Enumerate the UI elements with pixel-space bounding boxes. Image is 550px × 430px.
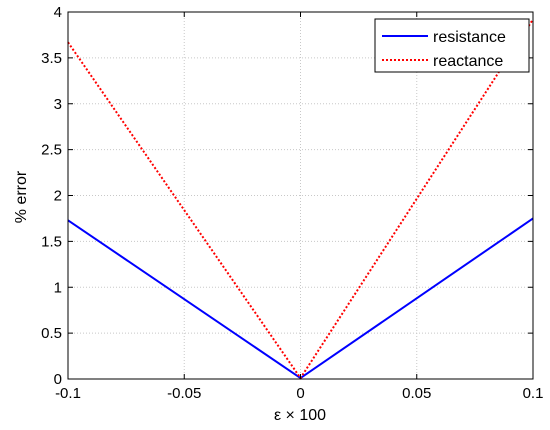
- x-tick-label: 0.1: [523, 385, 544, 402]
- y-tick-label: 0: [54, 371, 62, 388]
- x-axis-label: ε × 100: [274, 407, 326, 424]
- y-tick-label: 3.5: [41, 50, 62, 67]
- x-tick-label: 0: [296, 385, 304, 402]
- x-tick-label: 0.05: [402, 385, 431, 402]
- y-tick-label: 4: [54, 4, 62, 21]
- y-tick-label: 1: [54, 279, 62, 296]
- y-tick-label: 2.5: [41, 142, 62, 159]
- y-tick-label: 2: [54, 188, 62, 205]
- legend-label-reactance: reactance: [433, 53, 503, 70]
- y-tick-label: 3: [54, 96, 62, 113]
- x-tick-label: -0.05: [167, 385, 201, 402]
- x-tick-label: -0.1: [55, 385, 81, 402]
- y-tick-label: 0.5: [41, 325, 62, 342]
- y-tick-label: 1.5: [41, 233, 62, 250]
- legend-box: [374, 18, 530, 73]
- axis-ticks: -0.1 -0.05 0 0.05 0.1 0 0.5 1 1.5 2 2.5 3 3.5 4: [41, 4, 543, 402]
- legend-label-resistance: resistance: [433, 29, 506, 46]
- y-axis-label: % error: [13, 170, 30, 223]
- legend: resistance reactance: [374, 18, 530, 73]
